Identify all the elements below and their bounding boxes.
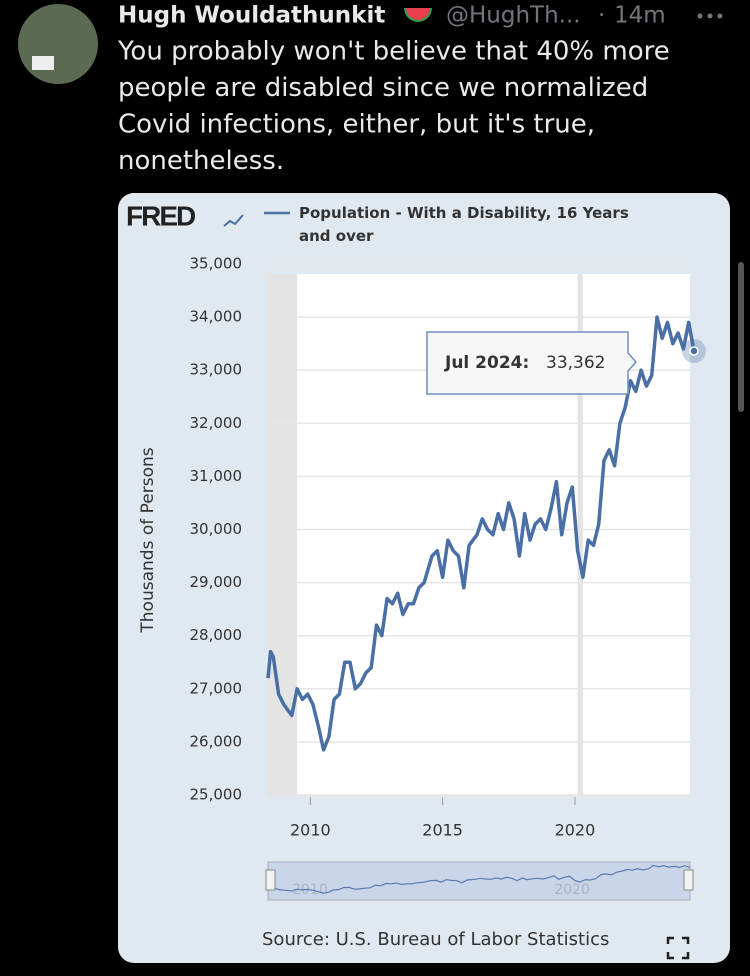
y-tick-label: 32,000 — [190, 414, 243, 432]
navigator-handle[interactable] — [265, 869, 276, 891]
avatar[interactable] — [18, 4, 98, 84]
tweet-text: You probably won't believe that 40% more — [117, 37, 670, 67]
tweet-text: nonetheless. — [118, 146, 284, 176]
fullscreen-button[interactable] — [666, 936, 690, 960]
x-tick-label: 2020 — [555, 821, 596, 840]
legend-line: and over — [299, 227, 374, 245]
y-tick-label: 31,000 — [190, 467, 243, 485]
source: Source: U.S. Bureau of Labor Statistics — [262, 929, 609, 950]
more-button[interactable] — [697, 13, 723, 19]
y-tick-label: 28,000 — [190, 626, 243, 644]
recession-band — [577, 274, 583, 795]
tweet-text: people are disabled since we normalized — [118, 73, 648, 103]
tweet-text: Covid infections, either, but it's true, — [118, 110, 595, 140]
user-handle[interactable]: @HughTh... — [446, 3, 581, 29]
user-name[interactable]: Hugh Wouldathunkit — [118, 3, 385, 29]
scrollbar[interactable] — [738, 262, 744, 412]
navigator-label: 2020 — [554, 882, 590, 898]
y-tick-label: 35,000 — [190, 255, 243, 273]
timestamp[interactable]: 14m — [614, 3, 666, 29]
legend-label: Population - With a Disability, 16 Years… — [299, 204, 629, 245]
tooltip-date: Jul 2024: — [444, 353, 529, 373]
tooltip-box — [426, 331, 638, 395]
watermelon-icon — [404, 8, 432, 22]
hover-point — [689, 346, 699, 356]
separator: · — [598, 3, 605, 29]
avatar-sign — [32, 56, 54, 70]
fred-logo: FRED — [126, 200, 196, 231]
y-tick-label: 26,000 — [190, 732, 243, 750]
y-tick-label: 30,000 — [190, 520, 243, 538]
navigator-bg — [267, 861, 691, 901]
legend-line: Population - With a Disability, 16 Years — [299, 204, 629, 222]
y-axis-label: Thousands of Persons — [138, 447, 158, 633]
y-tick-label: 27,000 — [190, 679, 243, 697]
y-tick-label: 25,000 — [190, 786, 243, 804]
navigator-handle[interactable] — [683, 869, 694, 891]
tooltip-value: 33,362 — [546, 353, 605, 373]
y-tick-label: 33,000 — [190, 361, 243, 379]
y-tick-label: 34,000 — [190, 308, 243, 326]
x-tick-label: 2015 — [422, 821, 463, 840]
navigator-line — [267, 864, 691, 894]
data-line — [266, 315, 696, 752]
y-tick-label: 29,000 — [190, 573, 243, 591]
x-tick-label: 2010 — [290, 821, 331, 840]
logo-icon — [223, 214, 244, 227]
